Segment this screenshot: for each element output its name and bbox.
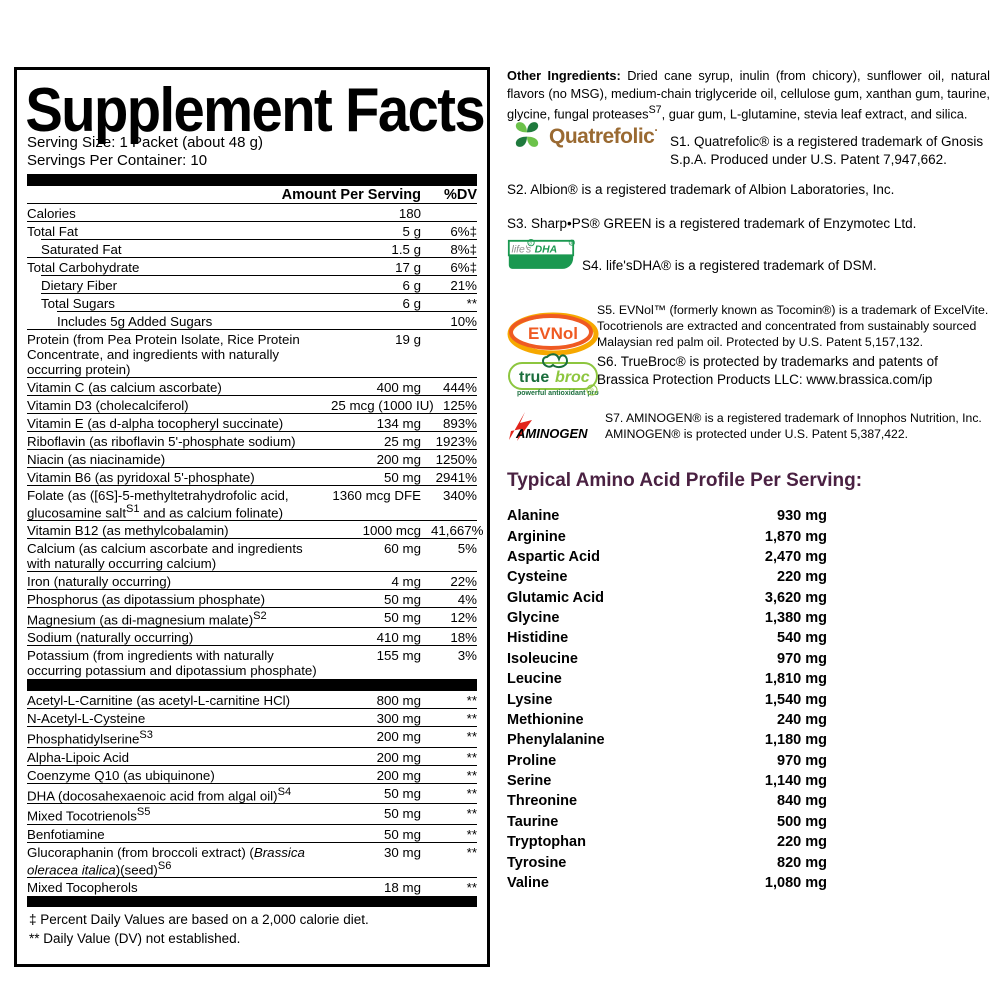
svg-text:AMINOGEN: AMINOGEN — [515, 426, 588, 441]
svg-text:®: ® — [590, 388, 595, 395]
svg-text:life': life' — [512, 245, 528, 256]
svg-text:true: true — [519, 369, 549, 386]
svg-text:broc: broc — [555, 369, 590, 386]
svg-text:EVNol: EVNol — [528, 324, 578, 343]
svg-text:s: s — [526, 245, 531, 256]
svg-text:DHA: DHA — [535, 245, 558, 256]
svg-text:®: ® — [570, 241, 573, 245]
